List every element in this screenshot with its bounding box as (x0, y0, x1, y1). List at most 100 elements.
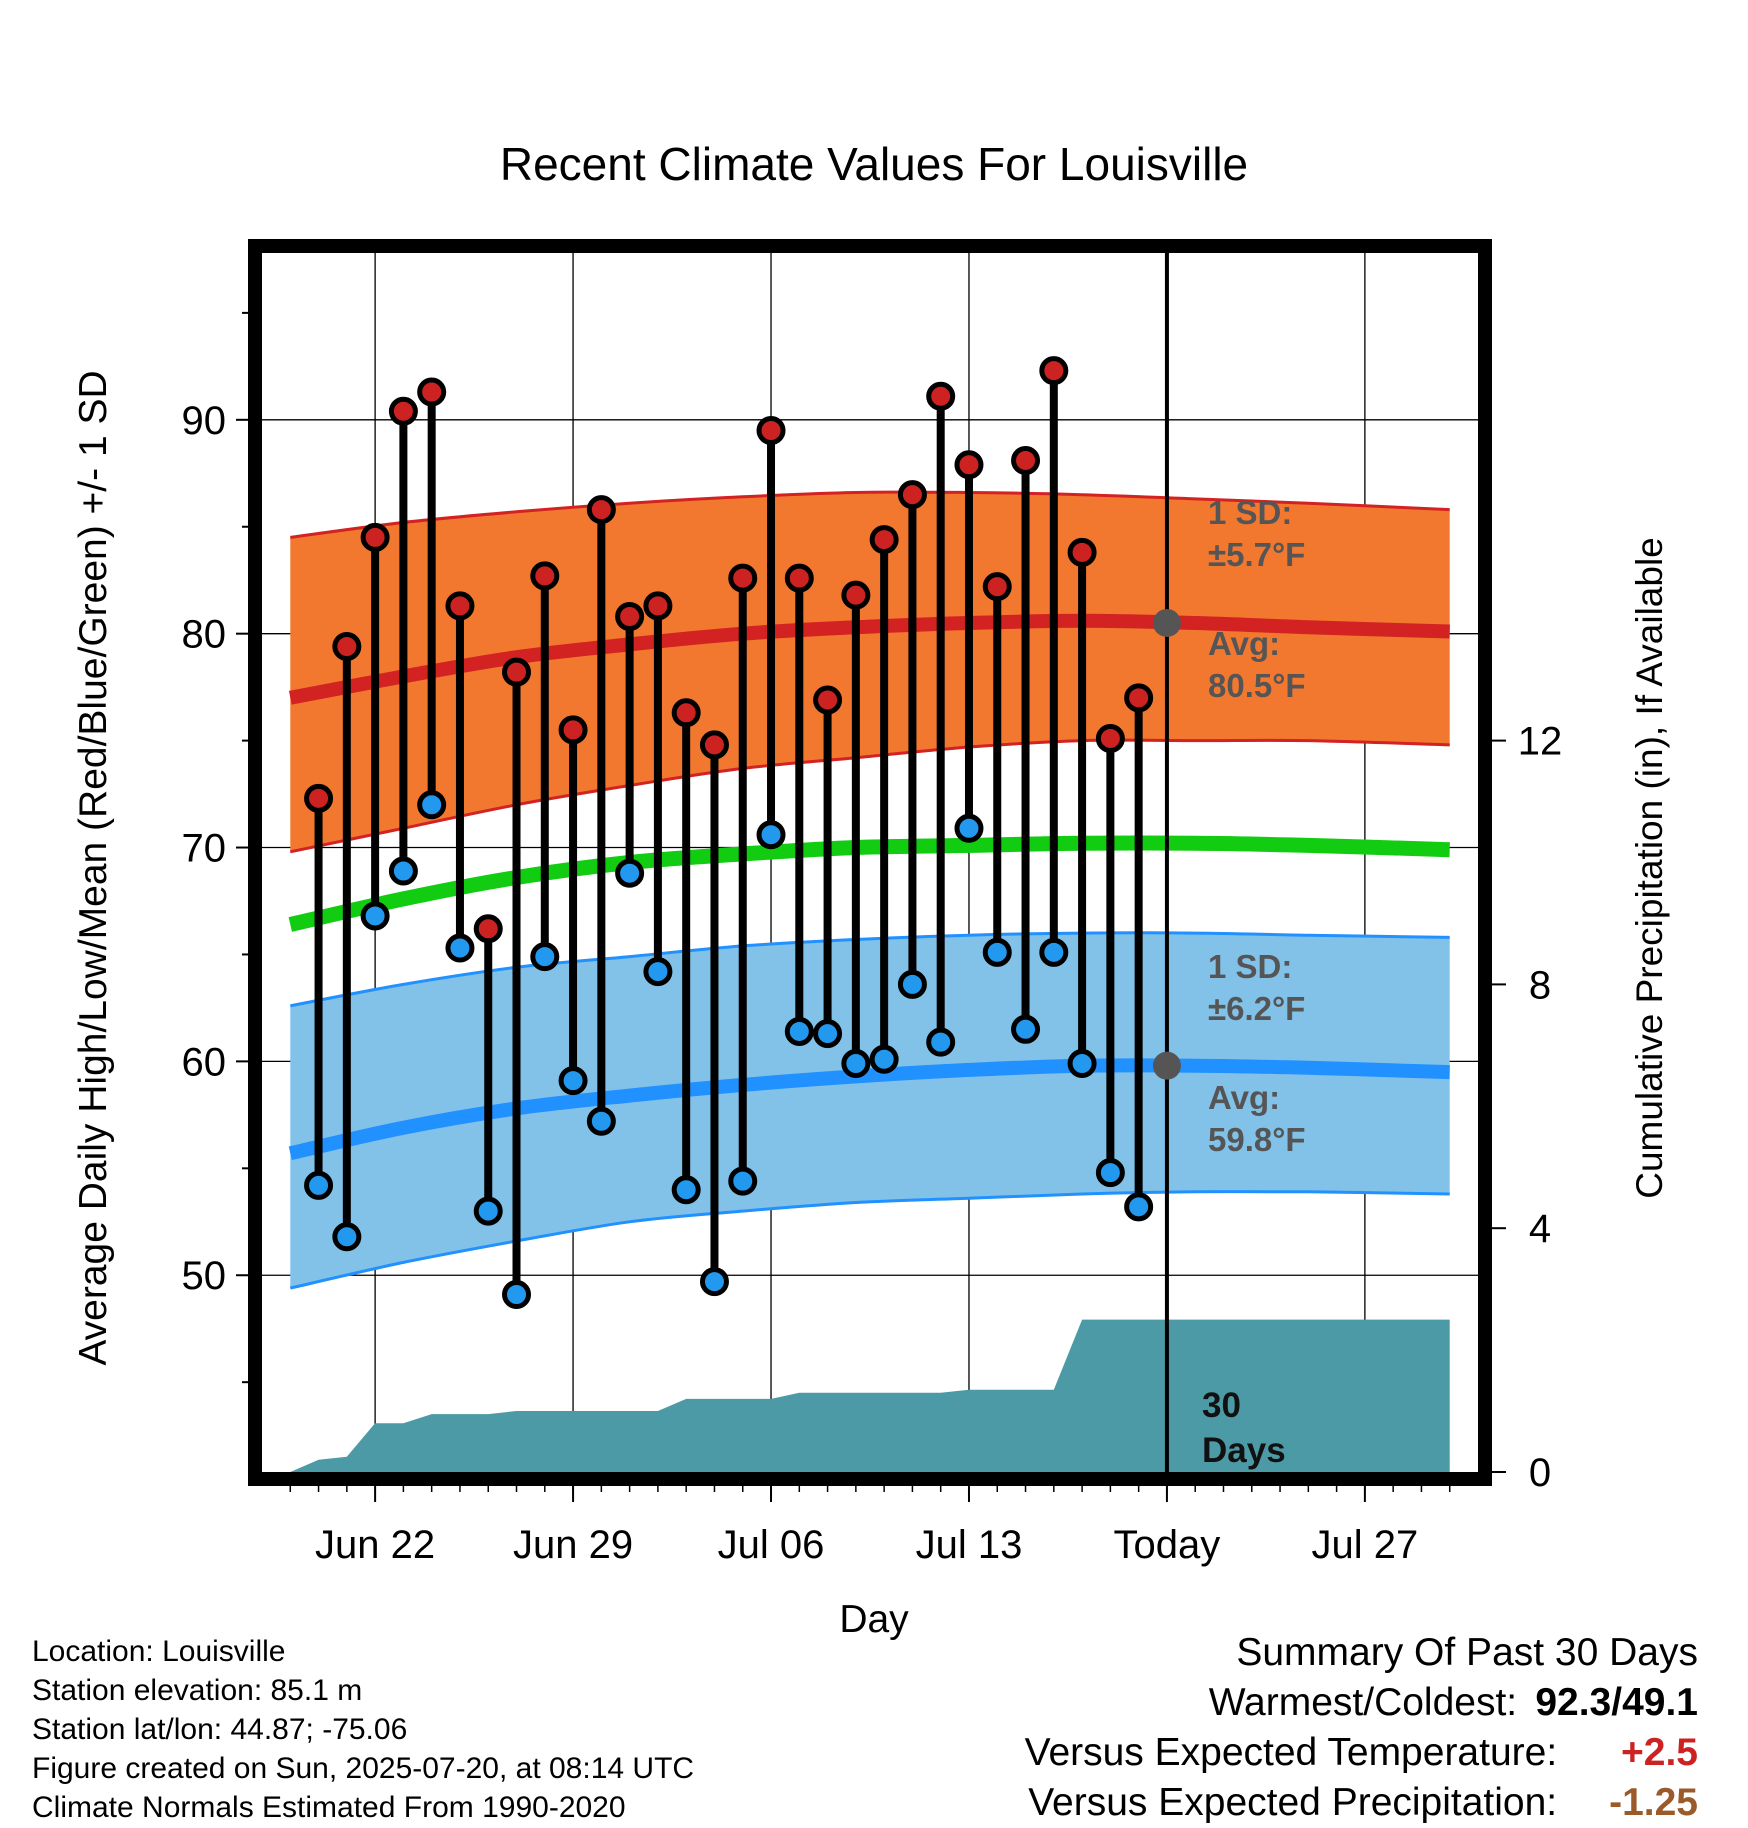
temp-label: Versus Expected Temperature: (1024, 1731, 1558, 1774)
low-point (615, 858, 645, 888)
x-tick-label-Jun 29: Jun 29 (513, 1523, 633, 1567)
high-point (897, 480, 927, 510)
high-point (1011, 445, 1041, 475)
warmest-coldest-label: Warmest/Coldest: (1208, 1681, 1518, 1724)
station-info: Location: Louisville Station elevation: … (32, 1632, 694, 1827)
low-point (671, 1175, 701, 1205)
high-point (473, 914, 503, 944)
x-tick-label-Today: Today (1114, 1523, 1221, 1567)
low-point (332, 1222, 362, 1252)
low-point (926, 1027, 956, 1057)
high-sd-value: ±5.7°F (1208, 536, 1305, 573)
low-point (502, 1279, 532, 1309)
high-point (1124, 683, 1154, 713)
high-point (615, 602, 645, 632)
location-text: Location: Louisville (32, 1635, 286, 1668)
latlon-text: Station lat/lon: 44.87; -75.06 (32, 1713, 408, 1746)
precip-area (290, 1319, 1450, 1472)
low-point (388, 856, 418, 886)
precip-value: -1.25 (1609, 1781, 1698, 1824)
high-point (643, 591, 673, 621)
low-point (304, 1170, 334, 1200)
low-point (841, 1049, 871, 1079)
high-point (1067, 537, 1097, 567)
created-text: Figure created on Sun, 2025-07-20, at 08… (32, 1752, 695, 1785)
normal-mean-line (288, 835, 1450, 932)
y-right-tick-label-12: 12 (1518, 720, 1563, 764)
y-axis-right-label: Cumulative Precipitation (in), If Availa… (1629, 537, 1670, 1199)
high-point (728, 563, 758, 593)
low-point (473, 1196, 503, 1226)
high-point (954, 450, 984, 480)
low-point (784, 1016, 814, 1046)
summary-temperature: Versus Expected Temperature: +2.5 (1025, 1728, 1698, 1778)
low-avg-label: Avg: (1208, 1079, 1280, 1116)
period-number: 30 (1202, 1386, 1241, 1425)
x-axis-label: Day (839, 1598, 909, 1641)
high-point (699, 730, 729, 760)
summary-precipitation: Versus Expected Precipitation: -1.25 (1025, 1778, 1698, 1828)
high-point (756, 416, 786, 446)
high-sd-band (290, 492, 1450, 852)
high-avg-value: 80.5°F (1208, 667, 1306, 704)
summary-warmest-coldest: Warmest/Coldest: 92.3/49.1 (1025, 1678, 1698, 1728)
low-point (897, 969, 927, 999)
summary-heading: Summary Of Past 30 Days (1236, 1631, 1698, 1674)
axes: 50 60 70 80 90 0 4 8 12 Jun 22 Jun 29 Jul 06 Jul 13 T… (182, 239, 1563, 1567)
high-point (982, 572, 1012, 602)
normals-text: Climate Normals Estimated From 1990-2020 (32, 1791, 626, 1824)
low-point (417, 790, 447, 820)
low-point (954, 813, 984, 843)
low-point (558, 1066, 588, 1096)
high-point (332, 632, 362, 662)
low-point (756, 820, 786, 850)
warmest-coldest-value: 92.3/49.1 (1535, 1681, 1698, 1724)
y-axis-left-label: Average Daily High/Low/Mean (Red/Blue/Gr… (72, 370, 115, 1365)
high-point (784, 563, 814, 593)
precip-label: Versus Expected Precipitation: (1028, 1781, 1558, 1824)
low-point (728, 1166, 758, 1196)
low-point (1124, 1192, 1154, 1222)
summary-panel: Summary Of Past 30 Days Warmest/Coldest:… (1025, 1628, 1698, 1828)
low-point (869, 1044, 899, 1074)
high-point (445, 591, 475, 621)
y-right-tick-label-0: 0 (1529, 1451, 1551, 1495)
y-tick-label-70: 70 (182, 827, 227, 871)
high-avg-label: Avg: (1208, 625, 1280, 662)
low-point (699, 1267, 729, 1297)
high-point (841, 580, 871, 610)
plot-frame (248, 239, 1492, 1486)
high-point (558, 715, 588, 745)
x-tick-label-Jun 22: Jun 22 (315, 1523, 435, 1567)
high-point (813, 685, 843, 715)
annotations: 1 SD: ±5.7°F Avg: 80.5°F 1 SD: ±6.2°F Av… (1202, 494, 1306, 1470)
low-avg-value: 59.8°F (1208, 1121, 1306, 1158)
low-point (643, 957, 673, 987)
low-point (586, 1106, 616, 1136)
high-point (869, 525, 899, 555)
low-point (813, 1019, 843, 1049)
high-point (671, 698, 701, 728)
today-high-marker (1152, 608, 1181, 637)
x-tick-label-Jul 27: Jul 27 (1312, 1523, 1419, 1567)
today-low-marker (1152, 1051, 1181, 1080)
y-right-tick-label-4: 4 (1529, 1207, 1551, 1251)
high-point (360, 522, 390, 552)
low-point (445, 933, 475, 963)
x-tick-label-Jul 06: Jul 06 (718, 1523, 825, 1567)
y-right-tick-label-8: 8 (1529, 963, 1551, 1007)
low-sd-label: 1 SD: (1208, 948, 1292, 985)
x-tick-label-Jul 13: Jul 13 (916, 1523, 1023, 1567)
y-tick-label-80: 80 (182, 613, 227, 657)
low-point (1011, 1014, 1041, 1044)
low-point (1067, 1049, 1097, 1079)
y-tick-label-50: 50 (182, 1254, 227, 1298)
plot-area (262, 253, 1478, 1472)
low-point (360, 901, 390, 931)
low-sd-band (290, 932, 1450, 1289)
high-point (586, 495, 616, 525)
high-point (388, 396, 418, 426)
high-point (417, 377, 447, 407)
low-point (982, 937, 1012, 967)
